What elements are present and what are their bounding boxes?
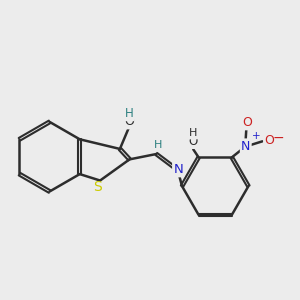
Text: H: H: [188, 128, 197, 138]
Text: N: N: [173, 163, 183, 176]
Text: −: −: [273, 131, 284, 145]
Text: O: O: [188, 135, 197, 148]
Text: H: H: [124, 107, 134, 120]
Text: O: O: [124, 115, 134, 128]
Text: S: S: [94, 181, 102, 194]
Text: N: N: [241, 140, 250, 153]
Text: O: O: [242, 116, 252, 129]
Text: O: O: [264, 134, 274, 147]
Text: +: +: [252, 131, 260, 141]
Text: H: H: [154, 140, 163, 150]
